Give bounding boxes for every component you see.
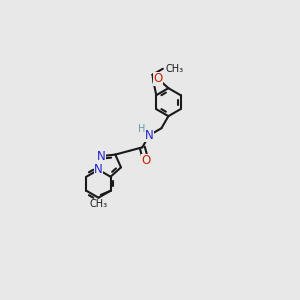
Text: CH₃: CH₃: [166, 64, 184, 74]
Text: O: O: [141, 154, 151, 167]
Text: H: H: [138, 124, 146, 134]
Text: N: N: [97, 150, 106, 163]
Text: N: N: [145, 129, 154, 142]
Text: CH₃: CH₃: [90, 199, 108, 209]
Text: O: O: [153, 72, 163, 85]
Text: N: N: [94, 163, 103, 176]
